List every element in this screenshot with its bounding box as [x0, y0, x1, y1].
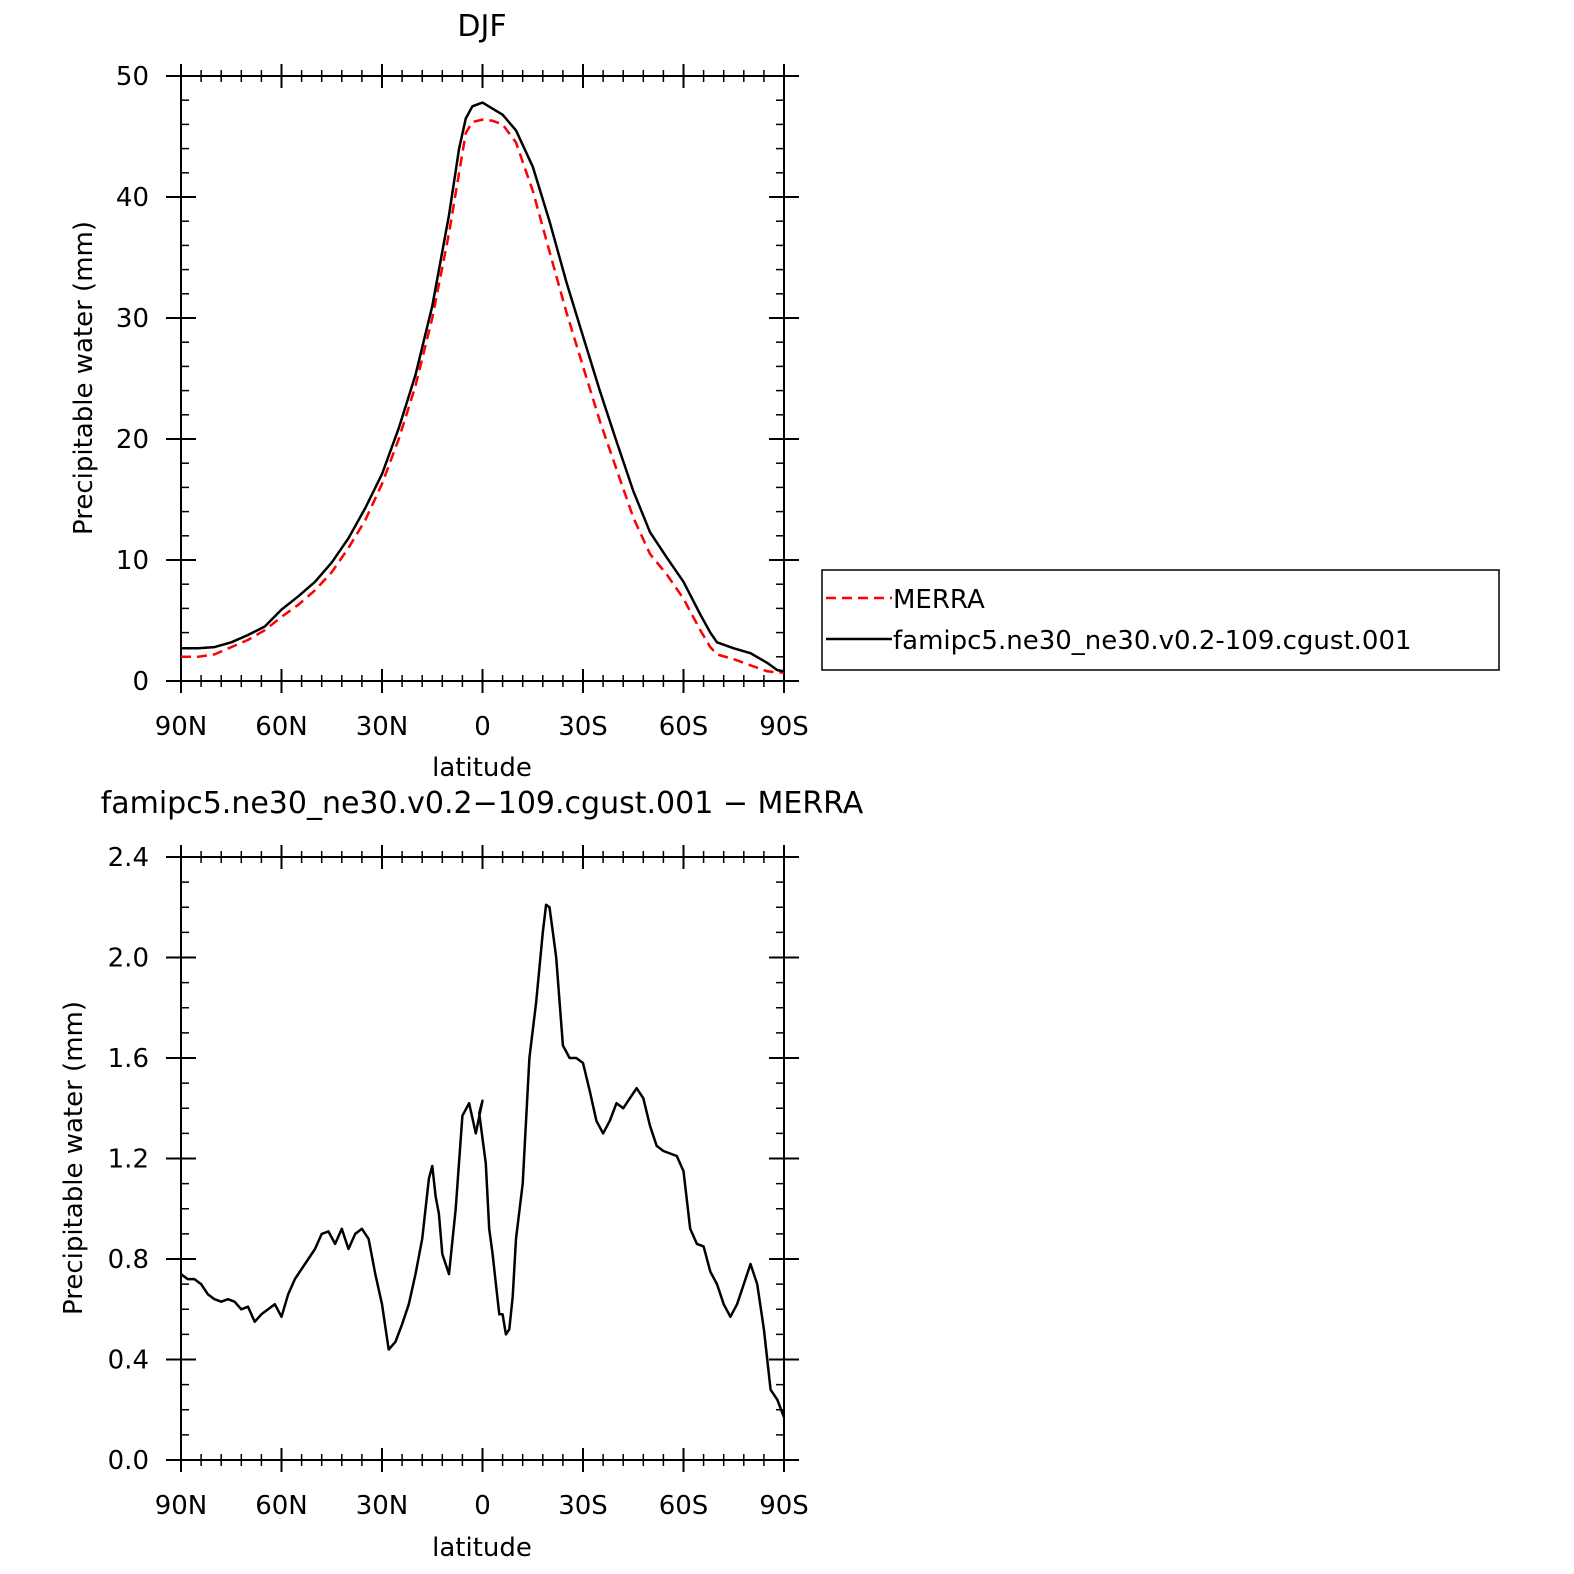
series-lines: [181, 101, 785, 674]
x-tick-label: 30N: [356, 712, 409, 742]
y-tick-label: 10: [116, 546, 149, 576]
y-tick-label: 0.8: [108, 1245, 149, 1275]
chart-title: famipc5.ne30_ne30.v0.2−109.cgust.001 − M…: [101, 786, 864, 821]
y-tick-label: 20: [116, 425, 149, 455]
y-tick-label: 0.0: [108, 1446, 149, 1476]
chart-title: DJF: [457, 9, 506, 44]
series-line-famipc5-ne30-ne30-v0-2-109-cgust-001: [181, 101, 785, 673]
plot-frame: [180, 75, 785, 682]
y-axis-label: Precipitable water (mm): [59, 1001, 89, 1315]
y-tick-label: 40: [116, 183, 149, 213]
y-tick-labels: 0 10 20 30 40 50: [116, 62, 149, 697]
legend-label-model: famipc5.ne30_ne30.v0.2-109.cgust.001: [893, 626, 1412, 656]
x-tick-label: 60N: [255, 712, 308, 742]
x-tick-label: 60S: [659, 712, 709, 742]
x-axis-label: latitude: [432, 1533, 532, 1563]
x-axis-label: latitude: [432, 753, 532, 783]
y-tick-label: 30: [116, 304, 149, 334]
legend-label-merra: MERRA: [893, 585, 985, 615]
series-lines: [180, 903, 786, 1418]
x-tick-label: 30N: [356, 1491, 409, 1521]
y-tick-label: 2.0: [108, 944, 149, 974]
y-tick-label: 1.2: [108, 1145, 149, 1175]
x-tick-label: 90N: [155, 1491, 208, 1521]
y-tick-label: 0.4: [108, 1346, 149, 1376]
precipitable-water-panel: DJF 90N 60N 30N 0 30S 60S 90S 0 10 20 30 40 50 lati…: [69, 9, 1500, 783]
x-tick-label: 90N: [155, 712, 208, 742]
x-tick-label: 30S: [558, 712, 608, 742]
axis-ticks: [166, 64, 799, 693]
x-tick-label: 60N: [255, 1491, 308, 1521]
x-tick-label: 30S: [558, 1491, 608, 1521]
x-tick-label: 0: [474, 1491, 491, 1521]
axis-ticks: [166, 845, 799, 1472]
y-axis-label: Precipitable water (mm): [69, 221, 99, 535]
x-tick-labels: 90N 60N 30N 0 30S 60S 90S: [155, 712, 809, 742]
y-tick-label: 50: [116, 62, 149, 92]
x-tick-label: 90S: [759, 1491, 809, 1521]
y-tick-labels: 0.0 0.4 0.8 1.2 1.6 2.0 2.4: [108, 843, 149, 1476]
legend-box: [821, 569, 1500, 671]
x-tick-label: 90S: [759, 712, 809, 742]
difference-panel: famipc5.ne30_ne30.v0.2−109.cgust.001 − M…: [59, 786, 864, 1563]
plot-frame: [180, 856, 785, 1461]
x-tick-label: 0: [474, 712, 491, 742]
y-tick-label: 0: [132, 667, 149, 697]
series-line-merra: [181, 118, 784, 674]
legend: MERRA famipc5.ne30_ne30.v0.2-109.cgust.0…: [821, 569, 1500, 671]
y-tick-label: 1.6: [108, 1044, 149, 1074]
x-tick-labels: 90N 60N 30N 0 30S 60S 90S: [155, 1491, 809, 1521]
y-tick-label: 2.4: [108, 843, 149, 873]
series-line-difference: [180, 903, 786, 1418]
x-tick-label: 60S: [659, 1491, 709, 1521]
